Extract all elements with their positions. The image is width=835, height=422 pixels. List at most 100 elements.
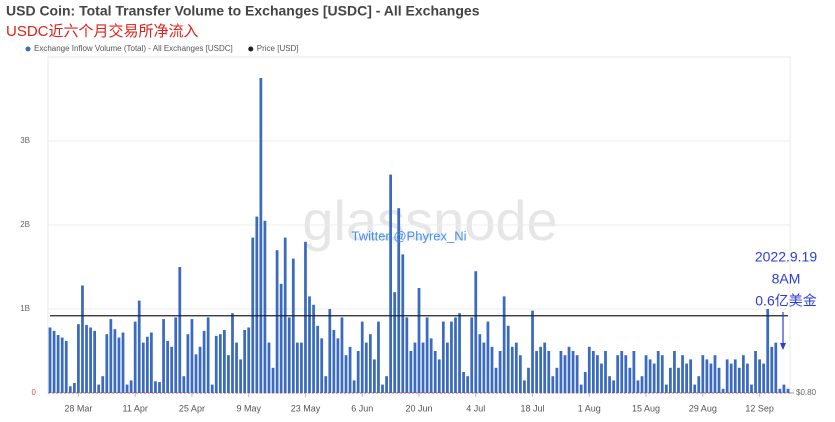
bar: [267, 342, 271, 393]
bar: [182, 376, 186, 393]
bar: [235, 342, 238, 393]
bar: [121, 332, 125, 393]
bar: [689, 359, 693, 393]
bar: [89, 327, 92, 393]
bar: [308, 296, 311, 393]
bar: [166, 340, 169, 393]
bar: [571, 351, 575, 393]
bar: [158, 382, 161, 393]
bar: [352, 380, 356, 393]
bar: [231, 313, 234, 393]
bar: [441, 321, 445, 393]
bar: [287, 317, 291, 393]
bar: [746, 363, 749, 393]
bar: [373, 359, 376, 393]
bar: [344, 355, 348, 393]
bar: [137, 300, 141, 393]
bar: [502, 296, 506, 393]
bar: [555, 367, 559, 393]
bar: [514, 342, 518, 393]
bar: [693, 384, 697, 393]
bar: [247, 327, 251, 393]
bar: [583, 372, 587, 393]
bar: [729, 363, 733, 393]
bar: [413, 342, 417, 393]
x-tick-label: 25 Apr: [179, 403, 205, 413]
bar: [340, 317, 344, 393]
bar: [786, 388, 790, 393]
bar: [328, 309, 332, 393]
bar: [145, 336, 149, 393]
bar: [563, 355, 567, 393]
bar: [271, 367, 275, 393]
y-tick-label: 0: [32, 388, 37, 397]
bar: [218, 334, 222, 393]
y-tick-label: 3B: [20, 136, 30, 145]
bar: [206, 317, 210, 393]
bar: [263, 220, 267, 393]
bar: [389, 174, 392, 393]
bar: [259, 78, 263, 393]
watermark: glassnode: [302, 189, 557, 252]
bar: [377, 321, 380, 393]
x-tick-label: 15 Aug: [632, 403, 660, 413]
bar: [312, 304, 315, 393]
bar: [324, 376, 328, 393]
bar: [304, 241, 307, 393]
bar: [778, 388, 782, 393]
bar: [202, 330, 206, 393]
x-tick-label: 4 Jul: [466, 403, 485, 413]
bar: [360, 321, 364, 393]
bar: [85, 324, 88, 393]
legend: Exchange Inflow Volume (Total) - All Exc…: [25, 44, 299, 53]
bar: [490, 346, 494, 393]
bar: [608, 376, 611, 393]
bar: [543, 342, 547, 393]
bar: [239, 359, 242, 393]
plot: 0 1B 2B 3B $0.80 28 Mar 11 Apr 25 Apr 9 May 23 Ma…: [20, 56, 817, 413]
bar: [587, 346, 591, 393]
bar: [316, 325, 320, 393]
bar: [133, 321, 137, 393]
bar: [721, 388, 725, 393]
bar: [652, 363, 656, 393]
bar: [591, 351, 595, 393]
bar: [523, 380, 526, 393]
bar: [429, 338, 433, 393]
x-tick-label: 1 Aug: [578, 403, 601, 413]
bar: [701, 355, 705, 393]
bar: [677, 367, 680, 393]
bar: [575, 355, 579, 393]
x-tick-label: 12 Sep: [745, 403, 774, 413]
bar: [194, 354, 198, 393]
bar: [604, 351, 607, 393]
bar: [713, 355, 717, 393]
bar: [754, 351, 757, 393]
bar: [596, 355, 599, 393]
bar: [579, 384, 583, 393]
x-tick-label: 29 Aug: [689, 403, 717, 413]
bar: [291, 258, 295, 393]
bar: [93, 330, 97, 393]
legend-swatch: [248, 46, 254, 52]
bar: [705, 359, 709, 393]
bar: [77, 324, 80, 393]
bar: [486, 321, 490, 393]
bar: [454, 317, 457, 393]
bar: [198, 346, 202, 393]
bar: [567, 346, 571, 393]
bar: [737, 367, 741, 393]
y-tick-label: 1B: [20, 304, 30, 313]
bar: [685, 363, 688, 393]
bar: [559, 351, 563, 393]
bar: [97, 384, 101, 393]
bar: [174, 317, 178, 393]
x-tick-label: 6 Jun: [351, 403, 373, 413]
bar: [332, 330, 336, 393]
bar: [425, 317, 429, 393]
bar: [518, 355, 522, 393]
bar: [600, 363, 603, 393]
bar: [105, 334, 109, 393]
bar: [510, 346, 514, 393]
